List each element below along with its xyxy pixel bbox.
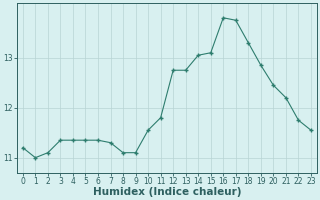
X-axis label: Humidex (Indice chaleur): Humidex (Indice chaleur)	[93, 187, 241, 197]
